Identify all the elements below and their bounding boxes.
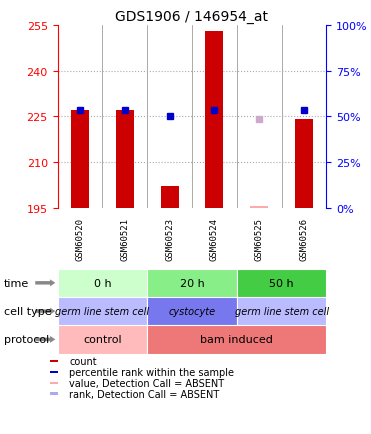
Text: cell type: cell type xyxy=(4,306,51,316)
Bar xyxy=(281,208,282,269)
Text: GSM60521: GSM60521 xyxy=(120,217,129,260)
Text: GSM60525: GSM60525 xyxy=(255,217,264,260)
Bar xyxy=(161,187,178,208)
Bar xyxy=(71,111,89,208)
Bar xyxy=(295,120,313,208)
Text: count: count xyxy=(69,356,97,366)
Text: control: control xyxy=(83,335,122,345)
Text: 20 h: 20 h xyxy=(180,278,204,288)
Bar xyxy=(236,208,237,269)
Text: GSM60523: GSM60523 xyxy=(165,217,174,260)
Bar xyxy=(206,32,223,208)
Text: bam induced: bam induced xyxy=(200,335,273,345)
FancyBboxPatch shape xyxy=(58,326,147,354)
FancyBboxPatch shape xyxy=(147,297,237,326)
Bar xyxy=(50,360,58,363)
Text: GSM60524: GSM60524 xyxy=(210,217,219,260)
FancyBboxPatch shape xyxy=(58,297,147,326)
Text: time: time xyxy=(4,278,29,288)
FancyBboxPatch shape xyxy=(147,326,326,354)
Text: 50 h: 50 h xyxy=(269,278,294,288)
Title: GDS1906 / 146954_at: GDS1906 / 146954_at xyxy=(115,10,269,23)
Text: rank, Detection Call = ABSENT: rank, Detection Call = ABSENT xyxy=(69,389,220,399)
Text: value, Detection Call = ABSENT: value, Detection Call = ABSENT xyxy=(69,378,224,388)
Bar xyxy=(116,111,134,208)
Text: percentile rank within the sample: percentile rank within the sample xyxy=(69,367,234,377)
Bar xyxy=(147,208,148,269)
Bar xyxy=(50,392,58,395)
FancyBboxPatch shape xyxy=(237,297,326,326)
Text: GSM60526: GSM60526 xyxy=(299,217,309,260)
FancyBboxPatch shape xyxy=(147,269,237,297)
Text: protocol: protocol xyxy=(4,335,49,345)
Text: germ line stem cell: germ line stem cell xyxy=(234,306,329,316)
Bar xyxy=(50,371,58,373)
Bar xyxy=(50,382,58,385)
Bar xyxy=(250,207,268,208)
Bar xyxy=(191,208,193,269)
FancyBboxPatch shape xyxy=(237,269,326,297)
Text: GSM60520: GSM60520 xyxy=(75,217,85,260)
Bar xyxy=(102,208,103,269)
Text: germ line stem cell: germ line stem cell xyxy=(55,306,150,316)
FancyBboxPatch shape xyxy=(58,269,147,297)
Text: cystocyte: cystocyte xyxy=(168,306,216,316)
Text: 0 h: 0 h xyxy=(93,278,111,288)
